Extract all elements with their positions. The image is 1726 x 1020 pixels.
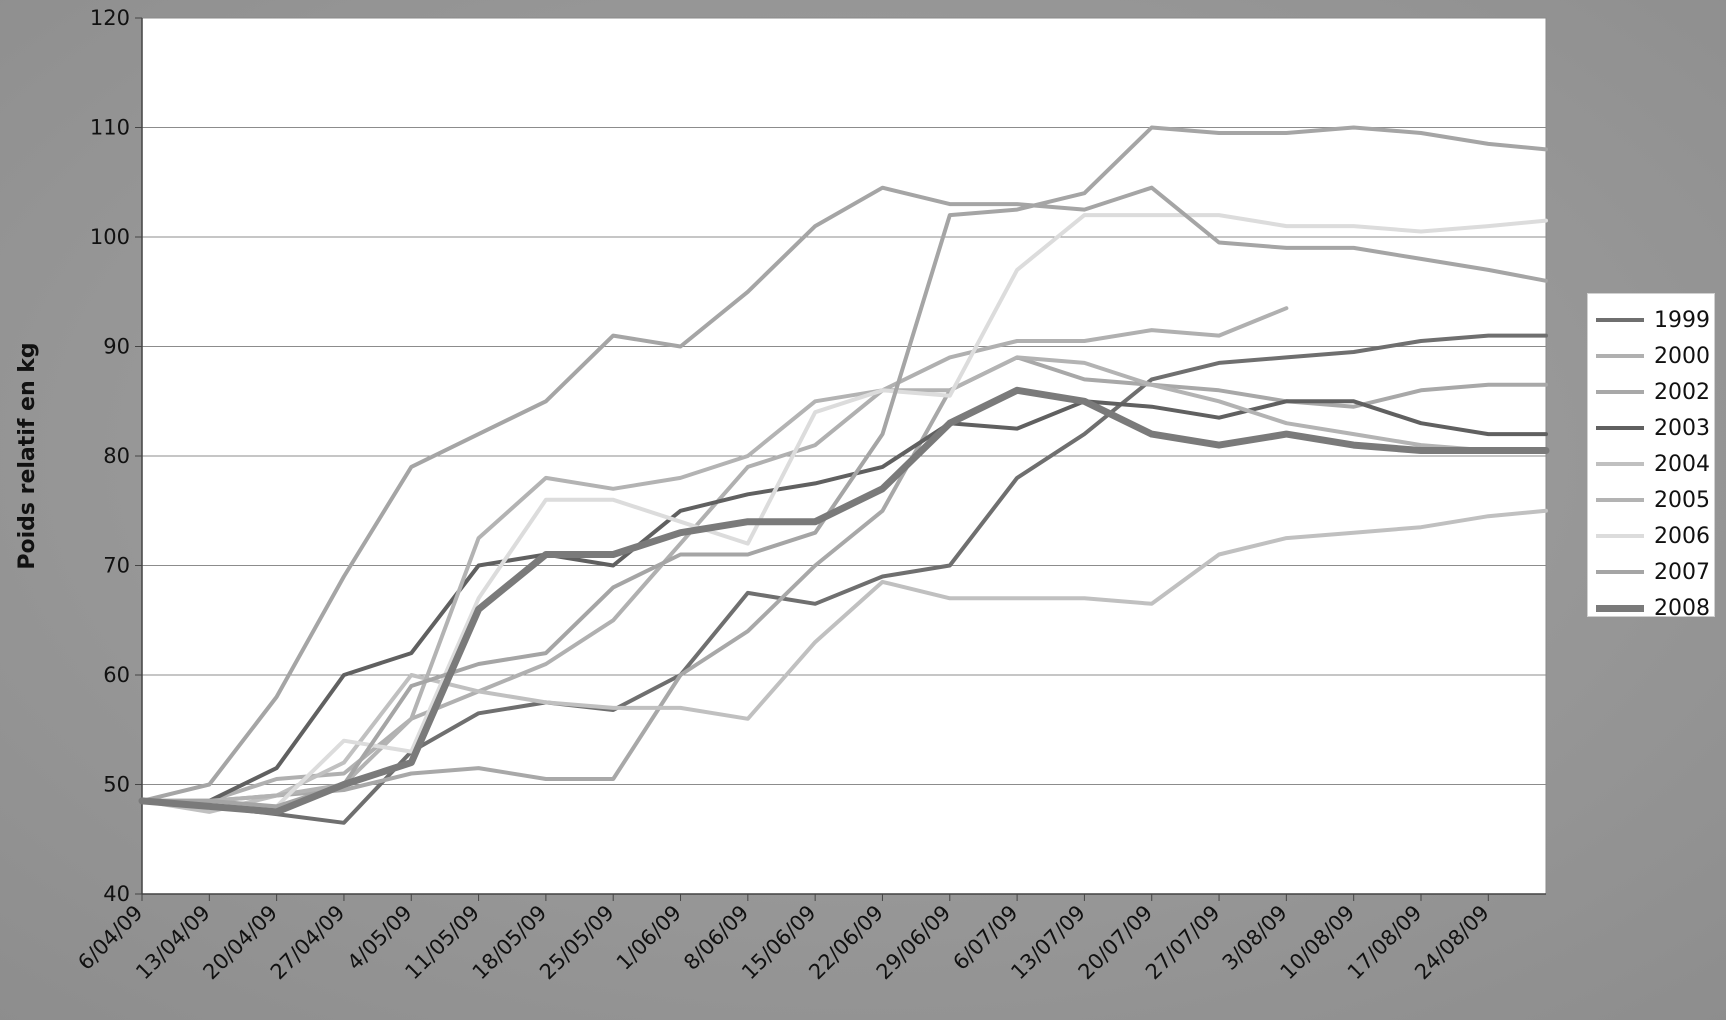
gridlines <box>135 17 1546 895</box>
series-line-2000 <box>140 306 1289 803</box>
y-tick-label: 50 <box>103 773 130 797</box>
legend-item-2006: 2006 <box>1596 518 1714 554</box>
legend-label: 2008 <box>1654 595 1710 621</box>
series-line-1999 <box>140 333 1548 825</box>
legend-label: 2005 <box>1654 487 1710 513</box>
y-tick-label: 120 <box>90 6 130 30</box>
legend-label: 2002 <box>1654 379 1710 405</box>
legend-item-2002: 2002 <box>1596 374 1714 410</box>
legend-item-2008: 2008 <box>1596 590 1714 626</box>
y-tick-label: 60 <box>103 663 130 687</box>
y-tick-label: 110 <box>90 116 130 140</box>
legend-item-1999: 1999 <box>1596 302 1714 338</box>
legend-swatch <box>1596 462 1644 466</box>
legend-label: 2003 <box>1654 415 1710 441</box>
legend-item-2003: 2003 <box>1596 410 1714 446</box>
y-tick-label: 90 <box>103 335 130 359</box>
y-tick-label: 40 <box>103 882 130 906</box>
legend-swatch <box>1596 570 1644 574</box>
legend-swatch <box>1596 318 1644 322</box>
series-line-2005 <box>140 355 1548 803</box>
legend-label: 2004 <box>1654 451 1710 477</box>
series-line-2008 <box>138 386 1550 816</box>
legend-label: 2007 <box>1654 559 1710 585</box>
series-line-2003 <box>140 399 1548 803</box>
legend-swatch <box>1596 354 1644 358</box>
y-tick-labels: 40 50 60 70 80 90 100 110 120 <box>90 6 130 906</box>
series-line-2007 <box>140 125 1548 809</box>
legend-label: 2006 <box>1654 523 1710 549</box>
legend-item-2007: 2007 <box>1596 554 1714 590</box>
legend-swatch <box>1596 604 1644 612</box>
legend-label: 1999 <box>1654 307 1710 333</box>
y-tick-label: 100 <box>90 225 130 249</box>
y-tick-label: 70 <box>103 554 130 578</box>
legend-item-2005: 2005 <box>1596 482 1714 518</box>
axes <box>141 18 1546 901</box>
y-tick-label: 80 <box>103 444 130 468</box>
legend-item-2004: 2004 <box>1596 446 1714 482</box>
legend-swatch <box>1596 426 1644 430</box>
y-axis-label: Poids relatif en kg <box>15 342 40 569</box>
series-line-2007 <box>140 185 1548 803</box>
legend-item-2000: 2000 <box>1596 338 1714 374</box>
series-line-2004 <box>140 508 1548 814</box>
series-line-2002 <box>140 355 1548 803</box>
series-lines <box>138 125 1550 825</box>
series-line-2006 <box>140 213 1548 809</box>
legend-label: 2000 <box>1654 343 1710 369</box>
legend-swatch <box>1596 498 1644 502</box>
legend-swatch <box>1596 534 1644 538</box>
legend-swatch <box>1596 390 1644 394</box>
legend: 1999 2000 2002 2003 2004 2005 2006 2007 2008 <box>1587 293 1715 621</box>
